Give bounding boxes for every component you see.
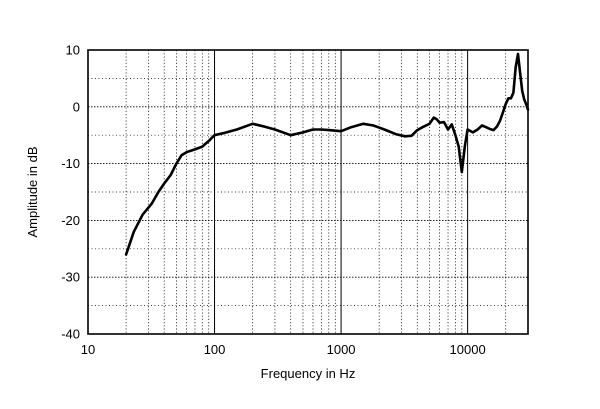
y-tick-labels: 10 0 -10 -20 -30 -40 bbox=[61, 43, 80, 342]
x-tick-labels: 10 100 1000 10000 bbox=[81, 342, 486, 357]
y-tick-label: 10 bbox=[66, 43, 80, 58]
y-tick-label: 0 bbox=[73, 99, 80, 114]
x-tick-label: 10 bbox=[81, 342, 95, 357]
y-tick-label: -30 bbox=[61, 270, 80, 285]
major-grid bbox=[88, 50, 528, 334]
plot-area-frame bbox=[87, 49, 529, 335]
x-axis-title: Frequency in Hz bbox=[261, 366, 356, 381]
x-tick-label: 100 bbox=[204, 342, 226, 357]
y-tick-label: -40 bbox=[61, 327, 80, 342]
y-tick-label: -20 bbox=[61, 213, 80, 228]
x-tick-label: 1000 bbox=[327, 342, 356, 357]
minor-grid bbox=[88, 50, 529, 334]
y-tick-label: -10 bbox=[61, 156, 80, 171]
x-tick-label: 10000 bbox=[450, 342, 486, 357]
response-curve-line bbox=[124, 52, 530, 256]
y-axis-title: Amplitude in dB bbox=[25, 146, 40, 237]
